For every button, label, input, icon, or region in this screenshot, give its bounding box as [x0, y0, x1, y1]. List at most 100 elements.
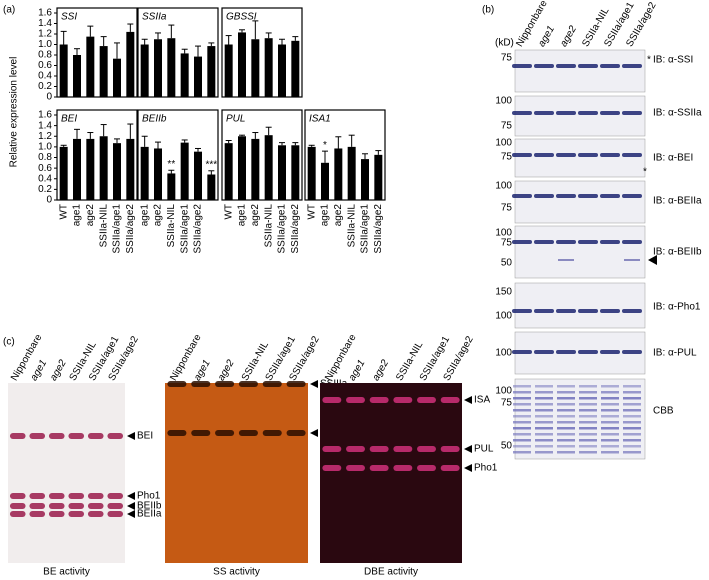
gel-band: [417, 397, 436, 403]
band-label: BEIIb: [137, 501, 162, 512]
stain-band: [601, 421, 619, 424]
bar: [207, 46, 216, 97]
gel-band: [87, 503, 104, 509]
stain-band: [601, 397, 619, 400]
stain-band: [557, 385, 575, 388]
marker-label: 75: [501, 398, 513, 409]
stain-band: [579, 397, 597, 400]
band: [622, 64, 642, 68]
y-tick-label: 1.2: [38, 131, 52, 142]
bar: [59, 146, 68, 200]
bar: [224, 143, 233, 200]
y-tick-label: 1.2: [38, 29, 52, 40]
x-tick-label: WT: [306, 204, 317, 220]
gel-band: [29, 493, 46, 499]
bar: [180, 53, 189, 97]
band: [600, 64, 620, 68]
panel-label: (a): [3, 5, 15, 16]
stain-band: [623, 439, 641, 442]
bar: [167, 38, 176, 97]
stain-band: [601, 451, 619, 454]
y-tick-label: 0.6: [38, 60, 52, 71]
stain-band: [513, 391, 531, 394]
band: [534, 194, 554, 198]
bar: [73, 138, 81, 200]
band: [556, 64, 576, 68]
band-label: ISA: [474, 395, 490, 406]
gel-band: [68, 433, 85, 439]
y-tick-label: 0.6: [38, 163, 52, 174]
x-tick-label: SSIIa/age2: [125, 204, 136, 254]
chart-title: ISA1: [309, 114, 331, 125]
stain-band: [601, 415, 619, 418]
band: [534, 153, 554, 157]
band: [622, 240, 642, 244]
blot: [514, 180, 646, 224]
gel-band: [48, 433, 65, 439]
x-tick-label: SSIIa/age2: [193, 204, 204, 254]
lane-label: age2: [216, 358, 237, 383]
marker-label: 100: [495, 311, 512, 322]
gel-band: [87, 433, 104, 439]
gel-caption: SS activity: [213, 567, 260, 578]
stain-band: [513, 385, 531, 388]
stain-band: [557, 397, 575, 400]
panel-label: (b): [482, 5, 494, 16]
marker-label: 100: [495, 348, 512, 359]
marker-label: 100: [495, 138, 512, 149]
stain-band: [513, 433, 531, 436]
unit-label: (kD): [495, 38, 514, 49]
x-tick-label: age1: [72, 204, 83, 227]
blot: [514, 49, 646, 93]
stain-band: [513, 403, 531, 406]
stain-band: [579, 445, 597, 448]
stain-band: [557, 439, 575, 442]
bar: [347, 146, 356, 200]
stain-band: [535, 409, 553, 412]
bar: [180, 142, 189, 200]
gel-band: [215, 381, 235, 387]
y-tick-label: 0.8: [38, 152, 52, 163]
stain-band: [623, 397, 641, 400]
plot-frame: [56, 7, 138, 98]
panel-label: (c): [3, 337, 15, 348]
stain-band: [557, 451, 575, 454]
x-tick-label: age1: [320, 204, 331, 227]
gel-band: [68, 511, 85, 517]
x-tick-label: age2: [250, 204, 261, 227]
lane-label: age2: [558, 24, 579, 49]
stain-band: [623, 427, 641, 430]
bar: [251, 138, 260, 200]
band: [512, 194, 532, 198]
gel-band: [369, 397, 389, 403]
plot-frame: [137, 7, 219, 98]
marker-label: 75: [501, 203, 513, 214]
stain-band: [623, 415, 641, 418]
arrowhead: [127, 510, 135, 518]
stain-band: [513, 427, 531, 430]
gel-band: [346, 446, 365, 452]
gel-band: [107, 433, 124, 439]
stain-band: [623, 409, 641, 412]
plot-frame: [221, 109, 303, 201]
band: [600, 111, 620, 115]
x-tick-label: SSIIa-NIL: [166, 204, 177, 248]
gel-band: [29, 511, 46, 517]
gel-band: [48, 493, 65, 499]
bar: [278, 44, 286, 97]
band: [534, 309, 554, 313]
stain-band: [601, 403, 619, 406]
x-tick-label: SSIIa-NIL: [346, 204, 357, 248]
blot-label: IB: α-BEIIb: [653, 247, 702, 258]
band-label: PUL: [474, 444, 494, 455]
significance: ***: [205, 159, 217, 170]
stain-band: [623, 421, 641, 424]
stain-band: [557, 421, 575, 424]
stain-band: [535, 397, 553, 400]
stain-band: [623, 445, 641, 448]
stain-band: [535, 433, 553, 436]
blot-label: IB: α-BEIIa: [653, 196, 702, 207]
y-tick-label: 0: [46, 92, 52, 103]
blot: [514, 282, 646, 329]
band: [624, 259, 640, 261]
